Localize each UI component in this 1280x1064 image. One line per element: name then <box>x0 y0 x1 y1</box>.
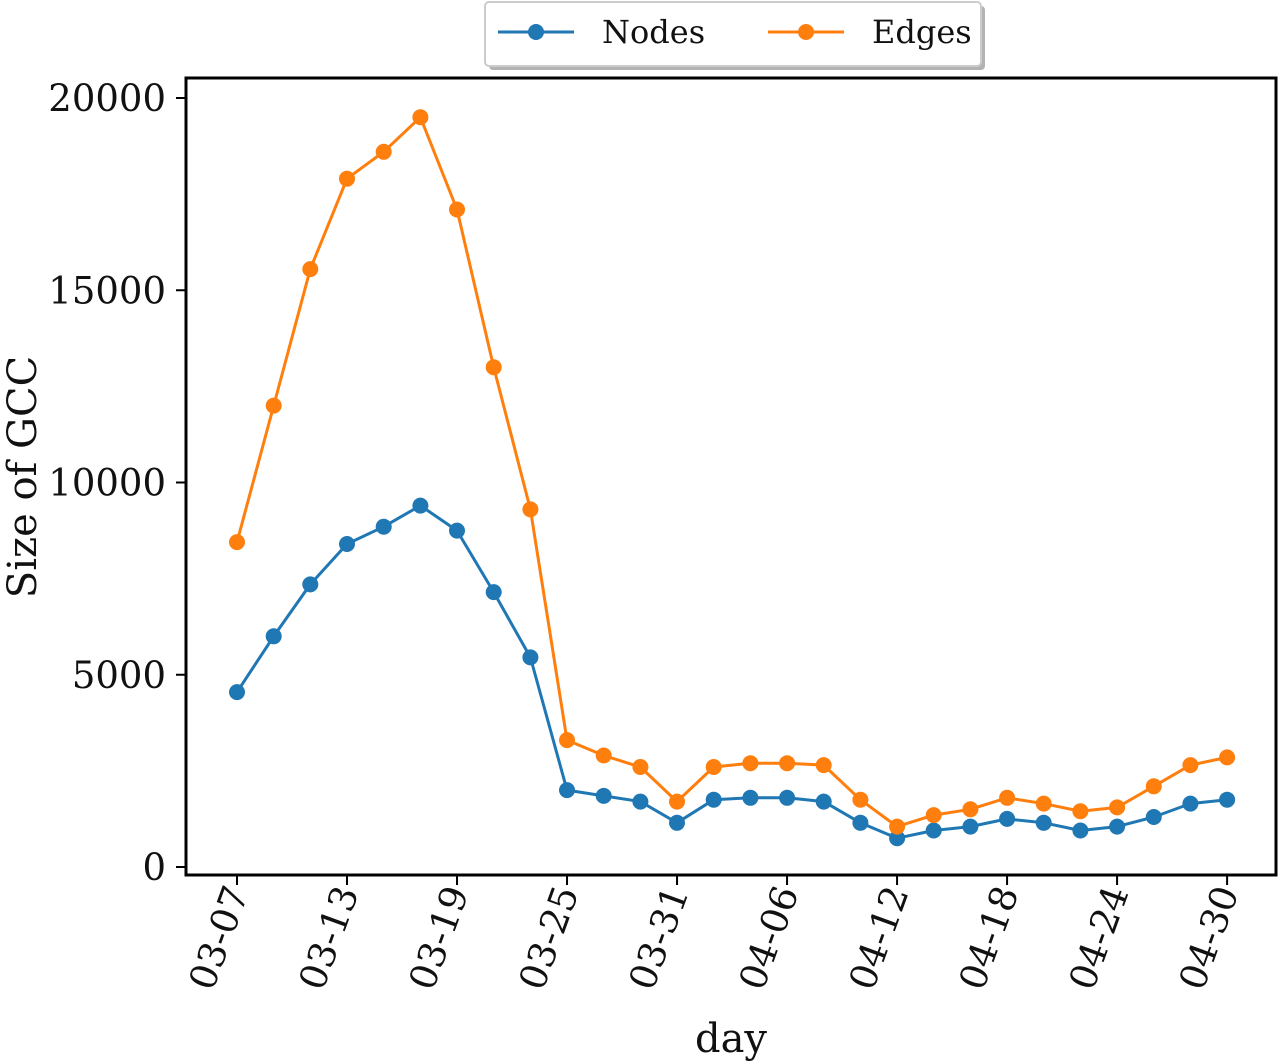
x-tick-label: 03-25 <box>511 880 588 995</box>
x-tick-label: 03-07 <box>181 880 258 995</box>
edges-point <box>1145 778 1162 795</box>
x-tick-label: 03-31 <box>621 880 698 995</box>
edges-point <box>669 793 685 810</box>
nodes-point <box>559 782 575 799</box>
x-tick-label: 03-19 <box>401 880 478 995</box>
edges-point <box>705 759 722 775</box>
ticks: 0 5000 10000 15000 20000 03-07 03-13 03-19 03-25… <box>48 77 1247 995</box>
x-tick-label: 03-13 <box>291 880 368 995</box>
y-tick-label: 15000 <box>48 269 166 312</box>
x-tick-label: 04-18 <box>951 880 1028 995</box>
edges-point <box>229 534 245 551</box>
x-tick-label: 04-30 <box>1171 880 1248 995</box>
nodes-point <box>302 576 319 593</box>
edges-point <box>449 201 465 218</box>
nodes-point <box>1109 818 1126 835</box>
legend-edges-marker <box>798 24 814 40</box>
nodes-point <box>742 789 759 806</box>
edges-point <box>302 261 319 278</box>
nodes-point <box>1145 809 1162 825</box>
nodes-point <box>669 814 685 831</box>
series-layer <box>229 109 1236 847</box>
edges-point <box>339 170 355 187</box>
nodes-point <box>1072 822 1089 839</box>
y-tick-label: 20000 <box>48 77 166 120</box>
nodes-point <box>1219 791 1236 808</box>
edges-point <box>1109 799 1126 816</box>
nodes-point <box>265 628 282 645</box>
edges-point <box>742 755 759 772</box>
edges-point <box>1035 795 1052 812</box>
nodes-point <box>595 787 612 804</box>
y-axis-label: Size of GCC <box>0 356 46 598</box>
plot-frame <box>184 76 1278 877</box>
legend-edges-label: Edges <box>872 13 972 51</box>
edges-point <box>889 818 906 835</box>
nodes-series-line <box>235 504 1228 840</box>
x-tick-label: 04-06 <box>731 880 808 995</box>
edges-point <box>1182 757 1199 774</box>
legend: Nodes Edges <box>484 1 985 70</box>
nodes-point <box>632 793 649 810</box>
nodes-point <box>925 822 942 839</box>
nodes-point <box>339 536 355 552</box>
nodes-point <box>229 684 245 701</box>
edges-point <box>779 755 796 772</box>
axes <box>184 76 1278 877</box>
nodes-point <box>449 522 465 539</box>
nodes-point <box>999 810 1016 827</box>
nodes-point <box>1182 795 1199 812</box>
y-tick-label: 0 <box>142 846 166 889</box>
edges-point <box>559 732 575 749</box>
y-tick-label: 5000 <box>72 654 166 697</box>
x-tick-label: 04-24 <box>1061 880 1138 995</box>
x-tick-label: 04-12 <box>841 880 918 995</box>
nodes-point <box>779 789 796 806</box>
nodes-point <box>485 584 502 601</box>
edges-point <box>925 807 942 824</box>
edges-point <box>632 759 649 775</box>
nodes-point <box>889 830 906 847</box>
y-tick-label: 10000 <box>48 462 166 505</box>
legend-nodes-marker <box>528 24 544 40</box>
nodes-point <box>412 497 429 514</box>
edges-point <box>999 789 1016 806</box>
nodes-point <box>962 818 979 835</box>
legend-nodes-label: Nodes <box>602 13 705 51</box>
nodes-point <box>852 814 869 831</box>
nodes-point <box>375 518 392 535</box>
edges-point <box>815 757 832 774</box>
edges-point <box>265 397 282 414</box>
edges-point <box>595 747 612 764</box>
nodes-point <box>705 791 722 808</box>
legend-frame <box>484 1 982 67</box>
edges-point <box>485 359 502 376</box>
edges-point <box>375 143 392 160</box>
nodes-point <box>522 649 539 666</box>
edges-point <box>522 501 539 518</box>
edges-point <box>412 109 429 126</box>
nodes-point <box>1035 814 1052 831</box>
edges-point <box>1072 803 1089 820</box>
nodes-point <box>815 793 832 810</box>
edges-point <box>962 801 979 818</box>
edges-point <box>1219 749 1236 766</box>
x-axis-label: day <box>695 1016 767 1062</box>
edges-series-line <box>235 115 1228 829</box>
edges-point <box>852 791 869 808</box>
